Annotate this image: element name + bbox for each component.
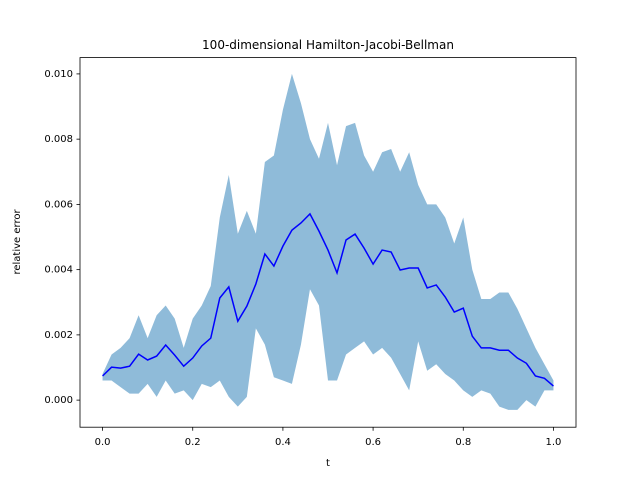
x-tick-label: 1.0 bbox=[546, 437, 562, 448]
error-band bbox=[102, 73, 554, 410]
y-tick-label: 0.008 bbox=[44, 134, 73, 145]
y-tick-label: 0.004 bbox=[44, 265, 73, 276]
plot-frame bbox=[79, 57, 577, 428]
y-tick-label: 0.002 bbox=[44, 330, 73, 341]
y-tick-label: 0.006 bbox=[44, 199, 73, 210]
chart-title: 100-dimensional Hamilton-Jacobi-Bellman bbox=[202, 38, 454, 52]
x-axis-label: t bbox=[326, 458, 330, 469]
y-tick-label: 0.000 bbox=[44, 395, 73, 406]
x-tick-label: 0.6 bbox=[365, 437, 381, 448]
data-line bbox=[102, 212, 554, 387]
x-tick-label: 0.2 bbox=[185, 437, 201, 448]
x-tick-label: 0.4 bbox=[275, 437, 291, 448]
y-tick-label: 0.010 bbox=[44, 69, 73, 80]
y-axis-label: relative error bbox=[12, 209, 23, 275]
x-tick-label: 0.8 bbox=[455, 437, 471, 448]
x-tick-label: 0.0 bbox=[95, 437, 111, 448]
